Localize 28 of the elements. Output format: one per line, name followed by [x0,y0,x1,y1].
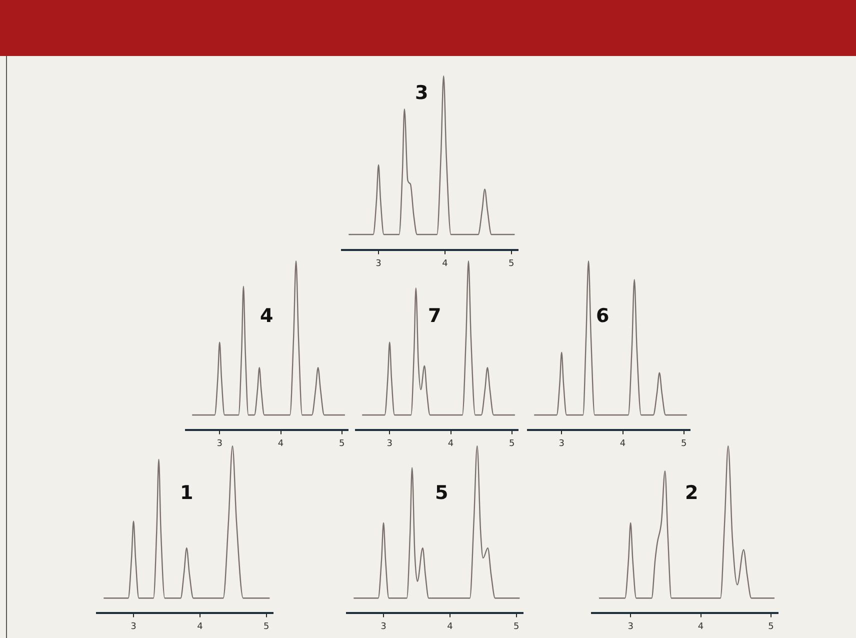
x-tick-label: 5 [768,622,774,632]
x-tick-label: 4 [197,622,204,632]
x-tick-label: 4 [442,258,448,269]
x-tick-label: 3 [558,438,564,449]
chart-title: 3 [415,82,428,104]
x-tick-label: 4 [620,438,626,449]
x-tick-label: 5 [681,438,687,449]
x-tick-label: 5 [509,438,515,449]
x-tick-label: 3 [130,622,136,632]
text: 2 [685,482,698,504]
x-tick-label: 4 [698,622,704,632]
x-tick-label: 5 [263,622,270,632]
text: 5 [435,482,448,504]
text: 4 [260,305,274,327]
text: 1 [180,482,194,504]
x-tick-label: 3 [376,258,382,269]
x-tick-label: 3 [380,622,386,632]
x-tick-label: 3 [386,438,392,449]
x-tick-label: 4 [278,438,284,449]
text: 6 [596,305,610,327]
x-tick-label: 5 [339,438,345,449]
x-tick-label: 5 [513,622,520,632]
x-tick-label: 4 [448,438,454,449]
x-tick-label: 5 [508,258,514,269]
x-tick-label: 4 [447,622,454,632]
x-tick-label: 3 [628,622,634,632]
x-tick-label: 3 [216,438,222,449]
text: 7 [428,305,442,327]
